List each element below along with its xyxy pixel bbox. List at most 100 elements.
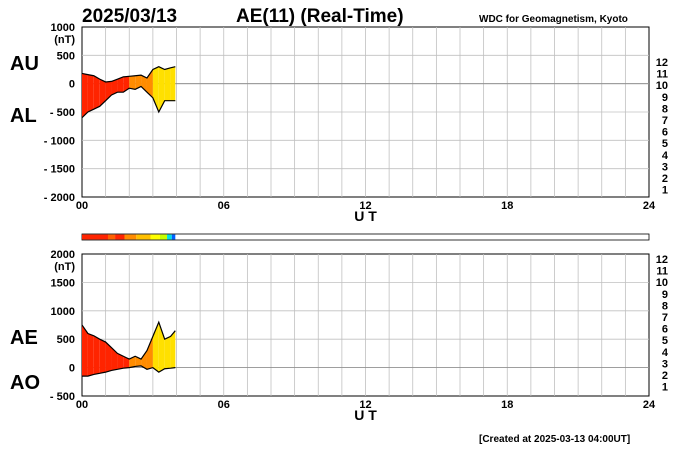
hour-color-strip xyxy=(81,233,650,241)
band-segment xyxy=(123,356,130,369)
strip-segment xyxy=(136,234,151,240)
x-tick-label: 00 xyxy=(76,200,88,212)
band-segment xyxy=(99,79,106,107)
band-segment xyxy=(135,75,142,90)
hour-legend-label: 5 xyxy=(662,335,668,347)
hour-legend-label: 11 xyxy=(656,266,668,278)
y-axis-unit: (nT) xyxy=(54,261,75,273)
hour-legend-label: 7 xyxy=(662,312,668,324)
strip-segment xyxy=(171,234,176,240)
y-tick-label: 500 xyxy=(57,334,75,346)
source-label: WDC for Geomagnetism, Kyoto xyxy=(479,14,628,25)
y-tick-label: 0 xyxy=(69,79,75,91)
y-tick-label: - 500 xyxy=(50,391,75,403)
strip-segment xyxy=(150,234,160,240)
hour-legend-label: 10 xyxy=(656,277,668,289)
band-segment xyxy=(93,335,100,375)
band-segment xyxy=(158,66,165,112)
hour-legend-label: 11 xyxy=(656,69,668,81)
x-tick-label: 24 xyxy=(643,399,656,411)
y-tick-label: 1000 xyxy=(51,22,75,34)
band-segment xyxy=(146,336,153,370)
hour-legend-label: 12 xyxy=(656,57,668,69)
y-tick-label: 2000 xyxy=(51,249,75,261)
hour-legend-label: 4 xyxy=(662,347,669,359)
x-tick-label: 18 xyxy=(501,200,513,212)
series-line-au xyxy=(81,66,176,83)
strip-segment xyxy=(124,234,137,240)
band-segment xyxy=(99,339,106,374)
hour-legend-label: 3 xyxy=(662,358,668,370)
band-segment xyxy=(170,330,176,369)
band-segment xyxy=(82,325,88,377)
hour-legend-label: 8 xyxy=(662,103,668,115)
x-tick-label: 12 xyxy=(359,200,371,212)
y-tick-label: 1000 xyxy=(51,306,75,318)
hour-legend-label: 1 xyxy=(662,185,668,197)
y-tick-label: 0 xyxy=(69,363,75,375)
hour-legend-label: 2 xyxy=(662,370,668,382)
y-tick-label: - 2000 xyxy=(44,192,75,204)
band-segment xyxy=(164,336,171,369)
y-tick-label: - 1500 xyxy=(44,164,75,176)
x-axis-label: U T xyxy=(354,407,377,423)
hour-legend-label: 7 xyxy=(662,115,668,127)
x-axis-label: U T xyxy=(354,208,377,224)
x-tick-label: 12 xyxy=(359,399,371,411)
created-footer: [Created at 2025-03-13 04:00UT] xyxy=(479,434,630,445)
band-segment xyxy=(82,73,88,118)
ao-label: AO xyxy=(10,372,40,394)
hour-legend-label: 5 xyxy=(662,138,668,150)
band-segment xyxy=(141,350,147,370)
au-al-panel: 1000 500 0 - 500 - 1000 - 1500 - 2000 (nT) 00 06 1… xyxy=(44,22,669,224)
chart-title: AE(11) (Real-Time) xyxy=(236,6,404,27)
au-label: AU xyxy=(10,53,39,75)
band-segment xyxy=(129,75,136,90)
y-tick-label: - 500 xyxy=(50,107,75,119)
hour-legend-label: 12 xyxy=(656,254,668,266)
hour-legend-label: 3 xyxy=(662,161,668,173)
band-segment xyxy=(164,67,171,101)
hour-legend-label: 6 xyxy=(662,127,668,139)
band-segment xyxy=(117,353,124,370)
y-tick-label: 1500 xyxy=(51,277,75,289)
hour-legend-label: 4 xyxy=(662,150,669,162)
band-segment xyxy=(170,66,176,101)
band-segment xyxy=(111,79,118,95)
series-line-al xyxy=(81,85,176,119)
band-segment xyxy=(117,76,124,93)
ae-label: AE xyxy=(10,327,38,349)
x-tick-label: 18 xyxy=(501,399,513,411)
date-label: 2025/03/13 xyxy=(82,6,177,27)
band-segment xyxy=(123,76,130,93)
band-segment xyxy=(129,356,136,368)
hour-legend-label: 6 xyxy=(662,324,668,336)
band-segment xyxy=(93,75,100,110)
band-segment xyxy=(158,322,165,373)
strip-segment xyxy=(167,234,172,240)
x-tick-label: 06 xyxy=(218,399,230,411)
hour-legend-label: 2 xyxy=(662,173,668,185)
strip-segment xyxy=(82,234,108,240)
hour-legend-label: 1 xyxy=(662,382,668,394)
strip-segment xyxy=(159,234,168,240)
al-label: AL xyxy=(10,105,37,127)
band-segment xyxy=(87,74,94,112)
y-axis-unit: (nT) xyxy=(54,34,75,46)
band-segment xyxy=(152,322,159,373)
band-segment xyxy=(105,342,112,373)
series-line-ao xyxy=(82,365,176,377)
y-tick-label: 500 xyxy=(57,50,75,62)
x-tick-label: 00 xyxy=(76,399,88,411)
band-segment xyxy=(111,347,118,371)
hour-legend-label: 9 xyxy=(662,289,668,301)
x-tick-label: 24 xyxy=(643,200,656,212)
x-tick-label: 06 xyxy=(218,200,230,212)
strip-segment xyxy=(107,234,116,240)
band-segment xyxy=(87,333,94,377)
strip-segment xyxy=(115,234,125,240)
hour-legend-label: 10 xyxy=(656,80,668,92)
hour-legend-label: 8 xyxy=(662,300,668,312)
